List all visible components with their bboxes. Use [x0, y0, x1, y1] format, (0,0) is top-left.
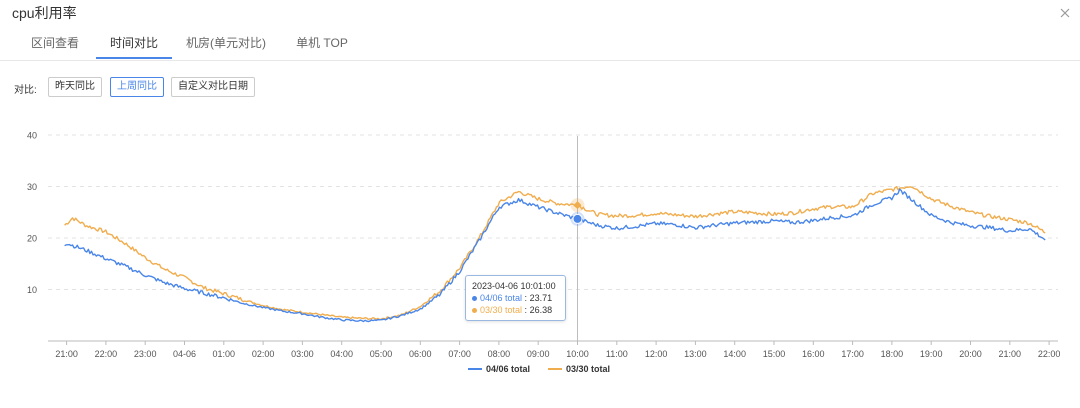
- x-tick-label: 05:00: [370, 349, 393, 359]
- series-dot-icon: [472, 296, 477, 302]
- series-line-0330: [64, 186, 1046, 321]
- x-tick-label: 22:00: [1038, 349, 1061, 359]
- panel-title: cpu利用率: [12, 5, 77, 21]
- chart-tooltip: 2023-04-06 10:01:00 04/06 total : 23.71 …: [465, 275, 566, 321]
- yesterday-compare-button[interactable]: 昨天同比: [48, 77, 102, 97]
- x-tick-label: 09:00: [527, 349, 550, 359]
- x-tick-label: 12:00: [645, 349, 668, 359]
- highlight-point-0330: [573, 201, 582, 210]
- y-tick-label: 30: [27, 182, 37, 192]
- x-tick-label: 23:00: [134, 349, 157, 359]
- tooltip-series-name: 03/30 total: [480, 305, 523, 315]
- x-tick-label: 22:00: [95, 349, 118, 359]
- tab-time-compare[interactable]: 时间对比: [96, 28, 172, 59]
- x-tick-label: 08:00: [488, 349, 511, 359]
- tooltip-time: 2023-04-06 10:01:00: [472, 281, 556, 291]
- last-week-compare-button[interactable]: 上周同比: [110, 77, 164, 97]
- legend-label: 03/30 total: [566, 364, 610, 374]
- tooltip-series-value: 26.38: [529, 305, 553, 315]
- x-tick-label: 13:00: [684, 349, 707, 359]
- tooltip-row-0406: 04/06 total : 23.71: [472, 292, 559, 304]
- x-tick-label: 07:00: [448, 349, 471, 359]
- x-tick-label: 11:00: [606, 349, 628, 359]
- x-tick-label: 04-06: [173, 349, 196, 359]
- legend-label: 04/06 total: [486, 364, 530, 374]
- x-tick-label: 14:00: [723, 349, 746, 359]
- x-tick-label: 03:00: [291, 349, 314, 359]
- series-dot-icon: [472, 308, 477, 314]
- compare-label: 对比:: [14, 85, 37, 96]
- tooltip-row-0330: 03/30 total : 26.38: [472, 304, 559, 316]
- tab-host-top[interactable]: 单机 TOP: [296, 36, 348, 50]
- x-tick-label: 01:00: [213, 349, 236, 359]
- x-tick-label: 21:00: [999, 349, 1022, 359]
- tooltip-series-value: 23.71: [529, 293, 553, 303]
- y-tick-label: 20: [27, 234, 37, 244]
- x-tick-label: 19:00: [920, 349, 943, 359]
- series-line-0406: [64, 188, 1046, 323]
- y-tick-label: 40: [27, 131, 37, 141]
- tab-bar: 区间查看 时间对比 机房(单元对比) 单机 TOP: [0, 28, 1080, 61]
- x-tick-label: 15:00: [763, 349, 786, 359]
- tooltip-series-name: 04/06 total: [480, 293, 523, 303]
- tab-room-compare[interactable]: 机房(单元对比): [186, 36, 266, 50]
- x-tick-label: 17:00: [841, 349, 864, 359]
- tab-range-view[interactable]: 区间查看: [30, 36, 79, 50]
- x-tick-label: 04:00: [330, 349, 353, 359]
- panel-header: cpu利用率: [0, 0, 1080, 28]
- x-tick-label: 20:00: [959, 349, 982, 359]
- custom-date-compare-button[interactable]: 自定义对比日期: [171, 77, 255, 97]
- x-tick-label: 18:00: [881, 349, 904, 359]
- close-icon[interactable]: [1056, 4, 1074, 22]
- x-tick-label: 06:00: [409, 349, 432, 359]
- y-tick-label: 10: [27, 285, 37, 295]
- x-tick-label: 02:00: [252, 349, 275, 359]
- x-tick-label: 16:00: [802, 349, 825, 359]
- compare-toolbar: 对比: 昨天同比 上周同比 自定义对比日期: [0, 75, 600, 99]
- highlight-point-0406: [572, 213, 583, 224]
- x-tick-label: 10:00: [566, 349, 589, 359]
- x-tick-label: 21:00: [55, 349, 78, 359]
